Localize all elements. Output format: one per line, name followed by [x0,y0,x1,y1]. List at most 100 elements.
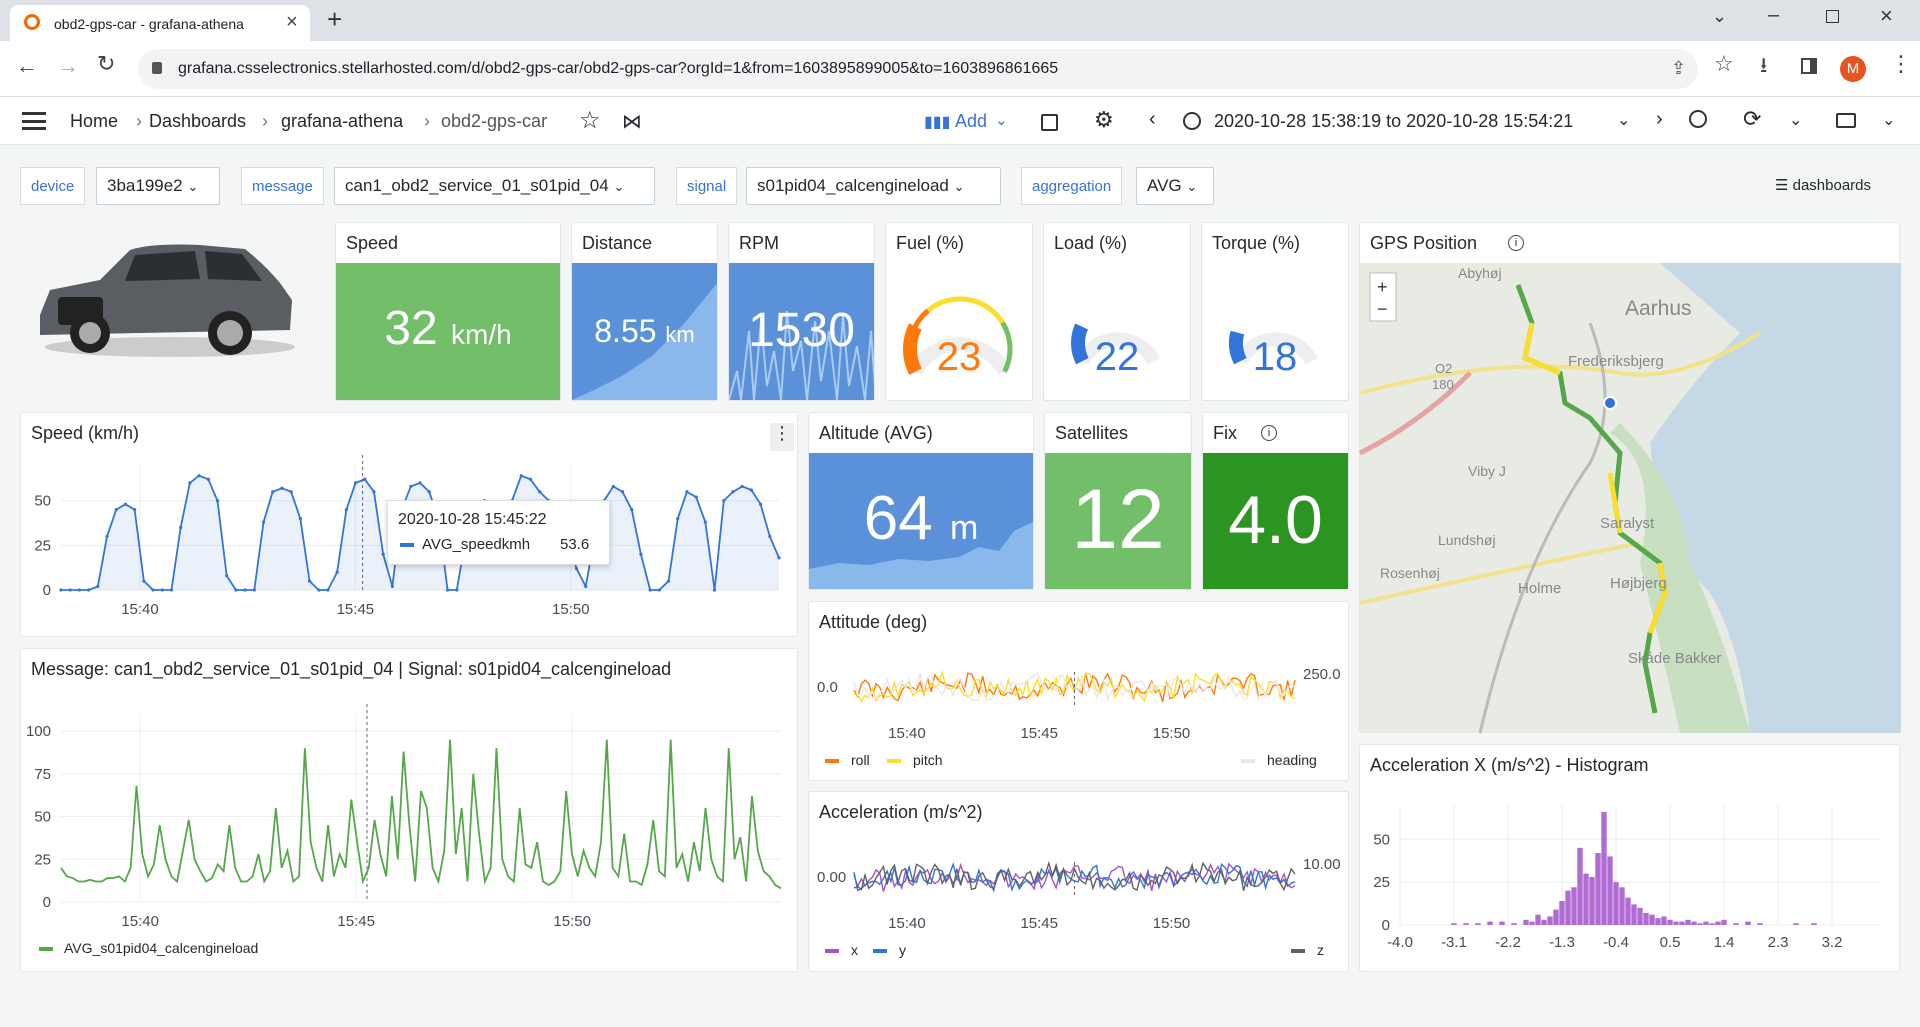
histogram-bar [1667,919,1673,925]
engine-load-line-chart: 0 25 50 75 100 15:40 15:45 15:50 [26,704,782,930]
fuel-gauge [903,296,1013,376]
data-point [639,552,643,556]
time-range-picker[interactable]: 2020-10-28 15:38:19 to 2020-10-28 15:54:… [1214,111,1574,131]
map[interactable]: Abyhøj Aarhus Frederiksbjerg O2 180 Viby… [1358,263,1901,734]
url-text[interactable]: grafana.csselectronics.stellarhosted.com… [178,60,1059,77]
address-bar[interactable]: grafana.csselectronics.stellarhosted.com… [138,49,1698,89]
histogram-bar [1577,847,1583,925]
menu-icon[interactable] [22,112,46,130]
data-point [381,552,385,556]
data-point [142,579,146,583]
legend-label[interactable]: heading [1267,752,1317,768]
data-point [768,534,772,539]
time-back-icon[interactable]: ‹ [1149,108,1156,130]
close-tab-icon[interactable]: × [286,11,298,33]
legend-label[interactable]: AVG_s01pid04_calcengineload [64,940,259,956]
back-icon[interactable]: ← [16,53,38,78]
avatar[interactable]: M [1840,56,1866,82]
tv-mode-icon[interactable] [1836,113,1856,128]
reload-icon[interactable]: ↻ [97,51,116,76]
data-point [105,534,109,539]
map-label: Abyhøj [1458,265,1502,281]
histogram-bar [1649,914,1655,925]
chevron-down-icon[interactable]: ⌄ [1882,112,1896,129]
time-forward-icon[interactable]: › [1656,108,1663,130]
share-icon[interactable]: ⋈ [622,111,642,133]
breadcrumb-folder[interactable]: grafana-athena [281,111,404,131]
legend-label[interactable]: roll [851,752,870,768]
histogram-bar [1685,919,1691,925]
save-icon[interactable] [1041,114,1058,131]
message-select[interactable]: can1_obd2_service_01_s01pid_04 ⌄ [334,167,655,205]
info-icon[interactable]: i [1508,235,1524,251]
panel-title: Attitude (deg) [819,612,928,632]
rpm-sparkline [729,310,874,400]
data-point [676,516,680,521]
data-point [59,588,63,592]
close-window-icon[interactable]: × [1880,3,1893,28]
data-point [289,490,293,494]
y-tick-label: 10.00 [1303,856,1341,873]
device-select-value: 3ba199e2 [107,176,183,195]
breadcrumb-home[interactable]: Home [70,111,119,131]
gauge-track [1076,332,1160,365]
browser-tab[interactable]: obd2-gps-car - grafana-athena × [10,5,310,41]
stat-background: 12 [1045,453,1191,589]
signal-select-value: s01pid04_calcengineload [757,176,949,195]
legend-label[interactable]: z [1317,942,1324,958]
histogram-bar [1733,923,1739,925]
histogram-bar [1721,919,1727,925]
breadcrumb-dashboards[interactable]: Dashboards [149,111,247,131]
zoom-out-time-icon[interactable] [1689,110,1707,128]
fuel-value: 23 [936,335,982,379]
device-select[interactable]: 3ba199e2 ⌄ [96,167,220,205]
data-point [335,570,339,574]
zoom-out-button[interactable]: − [1377,299,1388,319]
info-icon[interactable]: i [1261,425,1277,441]
maximize-icon[interactable] [1826,10,1839,23]
settings-gear-icon[interactable]: ⚙ [1094,107,1114,132]
page-title: obd2-gps-car [441,111,548,131]
histogram-bar [1499,921,1505,925]
add-panel-icon[interactable]: ▮▮▮ [924,114,951,131]
zoom-in-button[interactable]: + [1377,277,1388,297]
aggregation-select[interactable]: AVG ⌄ [1136,167,1214,205]
legend-label[interactable]: pitch [913,752,943,768]
x-tick-label: -2.2 [1495,934,1521,951]
gauge-value-arc [1229,330,1247,365]
histogram-bar [1745,921,1751,925]
dashboards-link[interactable]: ☰ dashboards [1775,176,1871,194]
favorite-star-icon[interactable]: ☆ [579,107,601,134]
forward-icon[interactable]: → [57,53,79,78]
side-panel-icon[interactable] [1801,58,1817,74]
tab-search-icon[interactable]: ⌄ [1712,6,1728,26]
x-tick-label: 0.5 [1660,934,1681,951]
panel-title: Fuel (%) [896,233,965,253]
signal-select[interactable]: s01pid04_calcengineload ⌄ [746,167,1001,205]
share-page-icon[interactable]: ⇪ [1671,58,1687,78]
legend-label[interactable]: y [899,942,906,958]
tooltip-value: 53.6 [560,536,590,553]
gps-route-segment [1647,562,1668,634]
gps-position-marker[interactable] [1603,396,1617,410]
chevron-down-icon[interactable]: ⌄ [1789,112,1803,129]
panel-menu-icon[interactable]: ⋮ [770,423,794,451]
add-button[interactable]: Add [955,111,988,131]
bookmark-star-icon[interactable]: ☆ [1714,51,1734,76]
x-tick-label: -3.1 [1441,934,1467,951]
legend-label[interactable]: x [851,942,858,958]
minimize-icon[interactable]: – [1768,4,1780,26]
refresh-icon[interactable]: ⟳ [1743,106,1762,131]
x-tick-label: 15:45 [1020,725,1058,742]
chevron-down-icon[interactable]: ⌄ [1617,112,1631,129]
browser-menu-icon[interactable]: ⋮ [1890,51,1912,76]
data-point [722,499,726,503]
histogram-bar [1547,916,1553,925]
panel-title: Speed [346,233,399,253]
download-icon[interactable]: ⭳ [1760,54,1768,77]
torque-panel: Torque (%) 18 [1201,222,1349,401]
histogram-bar [1589,877,1595,925]
new-tab-icon[interactable]: + [327,4,343,34]
map-label: Frederiksbjerg [1568,353,1664,370]
data-point [326,588,330,592]
